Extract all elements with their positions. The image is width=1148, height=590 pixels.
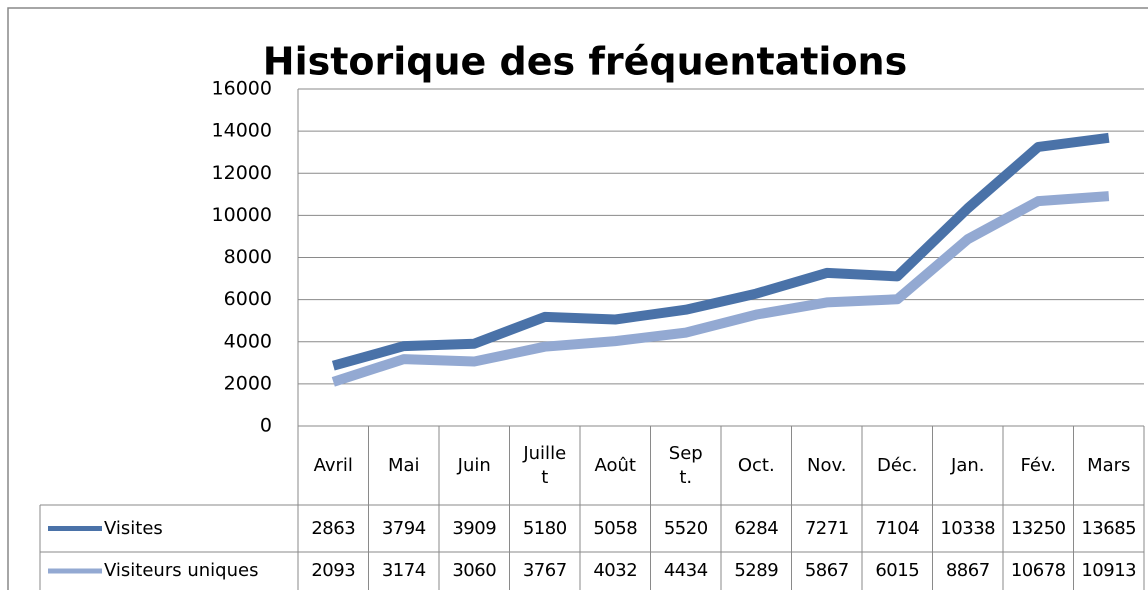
table-value: 7104 <box>875 517 920 539</box>
x-tick-label: Avril <box>313 454 353 476</box>
x-tick-label: Juin <box>457 454 491 476</box>
table-value: 5289 <box>734 560 779 581</box>
x-tick-label: Déc. <box>876 454 918 476</box>
table-value: 4434 <box>663 560 708 581</box>
table-value: 8867 <box>945 560 990 581</box>
table-value: 5520 <box>663 517 708 539</box>
table-value: 3909 <box>452 517 497 539</box>
y-tick-label: 12000 <box>212 162 272 184</box>
x-tick-label: Mai <box>387 454 420 476</box>
legend-label: Visites <box>104 517 163 539</box>
x-tick-label: Oct. <box>737 454 775 476</box>
table-value: 2093 <box>311 560 356 581</box>
table-value: 6015 <box>875 560 920 581</box>
x-tick-label: Jan. <box>951 454 985 476</box>
y-tick-label: 6000 <box>224 288 272 310</box>
chart-title: Historique des fréquentations <box>263 40 907 84</box>
table-value: 10678 <box>1010 560 1066 581</box>
legend-label: Visiteurs uniques <box>104 560 259 581</box>
y-tick-label: 4000 <box>224 330 272 352</box>
y-tick-label: 0 <box>260 415 272 437</box>
x-tick-label: Nov. <box>807 454 847 476</box>
table-value: 7271 <box>804 517 849 539</box>
table-value: 3060 <box>452 560 497 581</box>
table-value: 10913 <box>1081 560 1137 581</box>
y-tick-label: 16000 <box>212 78 272 100</box>
table-value: 13685 <box>1081 517 1137 539</box>
series-line <box>331 191 1110 387</box>
table-value: 6284 <box>734 517 779 539</box>
table-value: 4032 <box>593 560 638 581</box>
y-tick-label: 10000 <box>212 204 272 226</box>
y-tick-label: 2000 <box>224 372 272 394</box>
x-tick-label: Sept. <box>668 442 703 488</box>
x-tick-label: Août <box>594 454 636 476</box>
x-tick-label: Juillet <box>523 442 567 488</box>
table-value: 10338 <box>940 517 996 539</box>
y-tick-label: 8000 <box>224 246 272 268</box>
table-value: 5180 <box>522 517 567 539</box>
series-line <box>331 132 1110 371</box>
y-tick-label: 14000 <box>212 120 272 142</box>
x-tick-label: Fév. <box>1020 454 1056 476</box>
table-value: 5058 <box>593 517 638 539</box>
table-value: 3794 <box>381 517 426 539</box>
table-value: 3174 <box>381 560 426 581</box>
table-value: 13250 <box>1010 517 1066 539</box>
table-value: 5867 <box>804 560 849 581</box>
table-value: 2863 <box>311 517 356 539</box>
x-tick-label: Mars <box>1087 454 1131 476</box>
table-value: 3767 <box>522 560 567 581</box>
chart-border <box>7 7 1148 590</box>
